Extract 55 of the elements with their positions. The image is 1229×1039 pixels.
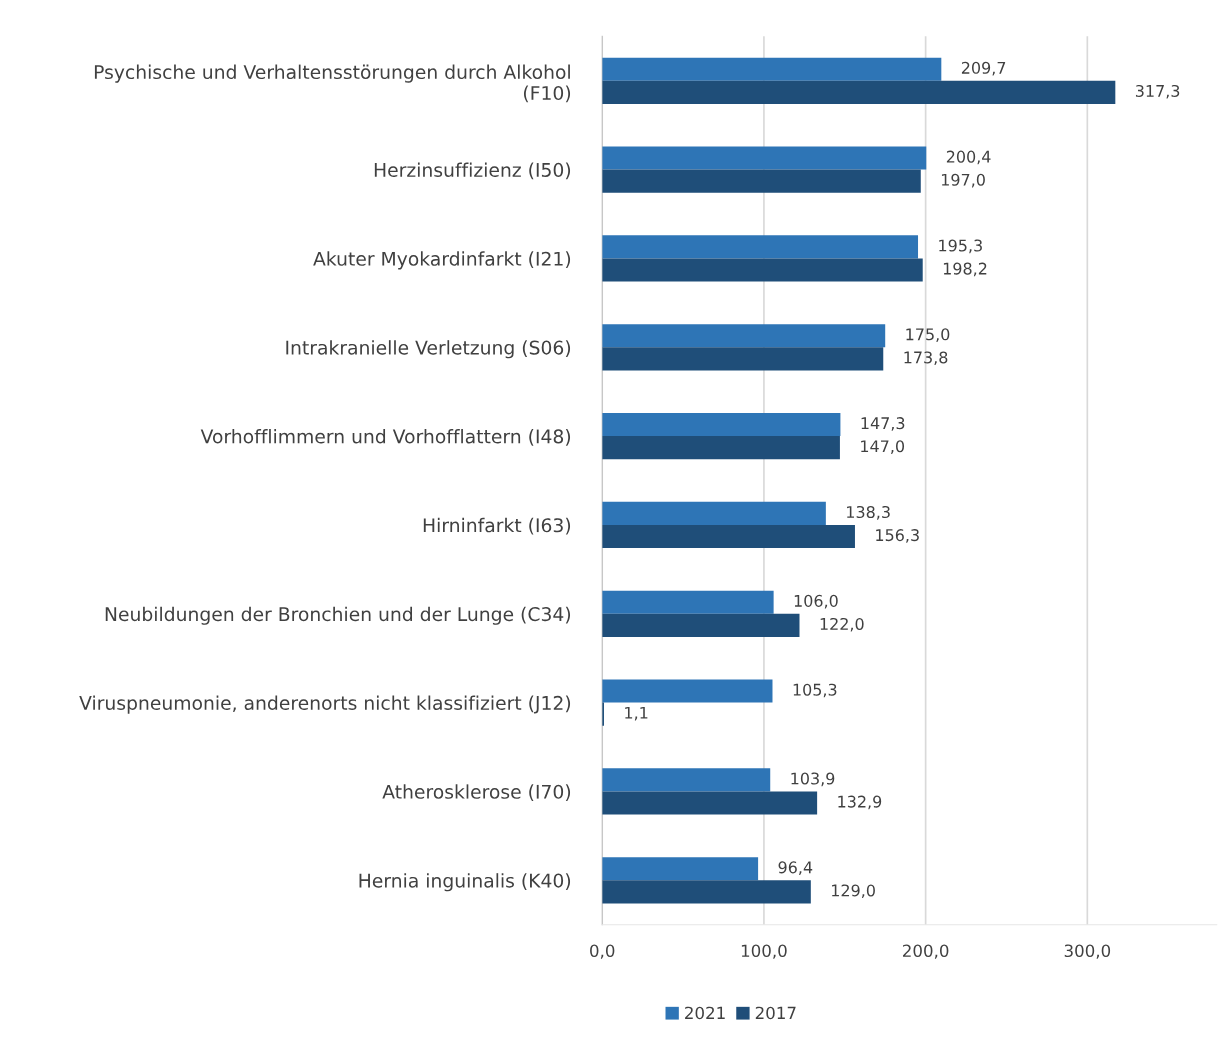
- y-tick-label: Herzinsuffizienz (I50): [374, 162, 571, 180]
- data-label: 132,9: [838, 795, 882, 810]
- bar: [602, 235, 919, 259]
- y-tick-label: Intrakranielle Verletzung (S06): [286, 340, 571, 359]
- data-label: 195,3: [939, 239, 982, 254]
- bar: [602, 57, 942, 81]
- data-label: 106,0: [794, 594, 838, 609]
- data-label: 147,0: [861, 440, 905, 454]
- bar: [602, 413, 841, 437]
- data-label: 173,8: [904, 351, 948, 366]
- data-label: 105,3: [793, 683, 837, 698]
- y-tick-label: Viruspneumonie, anderenorts nicht klassifiziert (J12): [79, 695, 571, 714]
- bar: [602, 501, 826, 525]
- x-tick-label: 0,0: [590, 944, 615, 959]
- bar: [602, 436, 840, 460]
- bar: [602, 146, 927, 170]
- bar: [602, 169, 921, 193]
- data-label: 147,3: [861, 417, 905, 431]
- y-tick-label: Hernia inguinalis (K40): [359, 873, 571, 892]
- y-tick-label: Vorhofflimmern und Vorhofflattern (I48): [200, 429, 571, 446]
- data-label: 103,9: [791, 772, 835, 787]
- bar: [602, 324, 886, 348]
- legend-label: 2021: [685, 1006, 725, 1020]
- x-tick-label: 300,0: [1064, 944, 1111, 959]
- y-tick-label: Atherosklerose (I70): [382, 784, 571, 802]
- y-tick-label: Hirninfarkt (I63): [423, 517, 571, 535]
- data-label: 175,0: [906, 328, 950, 342]
- data-label: 122,0: [820, 617, 864, 632]
- bar: [602, 791, 818, 815]
- bar: [602, 524, 855, 549]
- data-label: 197,0: [941, 173, 985, 188]
- data-label: 317,3: [1135, 84, 1180, 99]
- data-label: 96,4: [778, 861, 813, 876]
- data-label: 198,2: [943, 262, 987, 277]
- x-tick-label: 200,0: [903, 944, 949, 959]
- legend-label: 2017: [755, 1006, 796, 1020]
- bar: [602, 80, 1116, 104]
- bar: [602, 590, 774, 614]
- bar: [602, 258, 923, 282]
- bar: [602, 613, 800, 637]
- y-tick-label: Neubildungen der Bronchien und der Lunge (C34): [105, 606, 571, 625]
- data-label: 1,1: [625, 706, 648, 721]
- bar: [602, 857, 759, 881]
- x-tick-label: 100,0: [741, 944, 787, 959]
- data-label: 200,4: [946, 150, 991, 165]
- bar: [602, 880, 811, 904]
- data-label: 209,7: [961, 61, 1006, 76]
- data-label: 138,3: [847, 505, 890, 520]
- bar: [602, 679, 773, 703]
- bar: [602, 347, 884, 371]
- bar: [602, 768, 771, 792]
- data-label: 156,3: [876, 529, 919, 543]
- y-tick-label: Akuter Myokardinfarkt (I21): [313, 251, 571, 270]
- data-label: 129,0: [832, 884, 875, 899]
- y-tick-label: Psychische und Verhaltensstörungen durch Alkohol (F10): [94, 64, 571, 103]
